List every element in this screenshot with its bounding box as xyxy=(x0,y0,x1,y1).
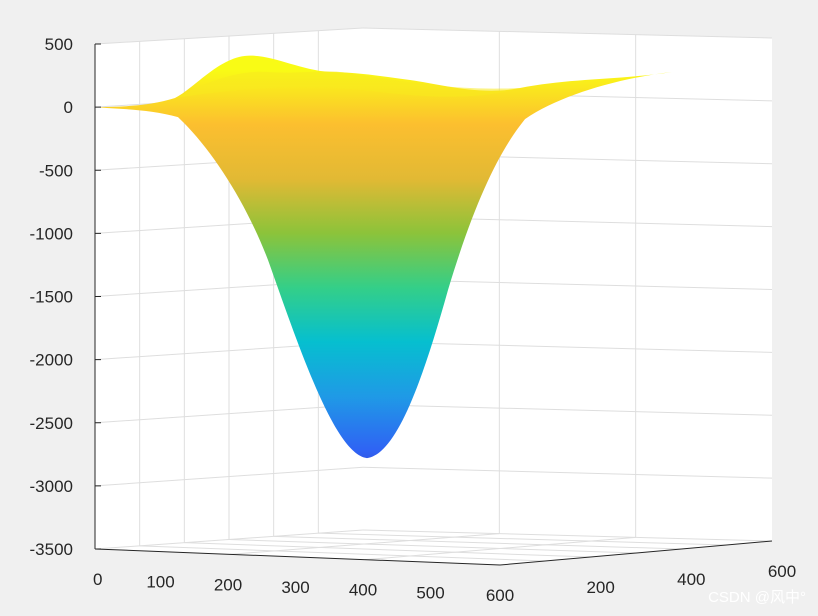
z-tick-label: -2500 xyxy=(30,414,73,433)
floor-grid-line xyxy=(228,539,637,554)
z-tick-label: -3000 xyxy=(30,477,73,496)
z-tick-label: -2000 xyxy=(30,351,73,370)
floor-grid-line xyxy=(229,533,500,555)
y-axis-line xyxy=(499,540,773,566)
x-axis-line xyxy=(94,548,501,566)
floor-grid-line xyxy=(139,545,546,562)
x-tick-label: 100 xyxy=(146,573,174,592)
z-tick-label: 0 xyxy=(64,98,73,117)
x-tick-label: 0 xyxy=(93,570,102,589)
z-tick-label: -500 xyxy=(39,161,73,180)
floor-grid-line xyxy=(273,535,682,550)
floor-grid-line xyxy=(364,536,636,561)
floor-grid-line xyxy=(184,542,591,558)
floor-grid-line xyxy=(318,532,727,546)
floor-pane xyxy=(95,530,772,565)
z-tick-label: 500 xyxy=(45,35,73,54)
z-tick-label: -1500 xyxy=(30,288,73,307)
x-tick-label: 500 xyxy=(416,583,444,602)
y-tick-label: 600 xyxy=(768,562,796,581)
z-grid-line-back xyxy=(362,466,773,479)
surface-depression xyxy=(95,55,672,459)
y-tick-label: 200 xyxy=(586,578,614,597)
surface-rim xyxy=(175,71,520,98)
x-tick-label: 200 xyxy=(214,575,242,594)
z-tick-label: -1000 xyxy=(30,224,73,243)
watermark-text: CSDN @风中° xyxy=(708,589,806,606)
z-tick-label: -3500 xyxy=(30,540,73,559)
z-grid-line-back xyxy=(362,404,773,416)
x-tick-label: 400 xyxy=(349,581,377,600)
z-grid-line-back xyxy=(362,529,773,542)
y-tick-label: 400 xyxy=(677,570,705,589)
x-tick-label: 300 xyxy=(281,578,309,597)
x-tick-label: 600 xyxy=(486,586,514,605)
z-grid-line-back xyxy=(362,27,773,39)
